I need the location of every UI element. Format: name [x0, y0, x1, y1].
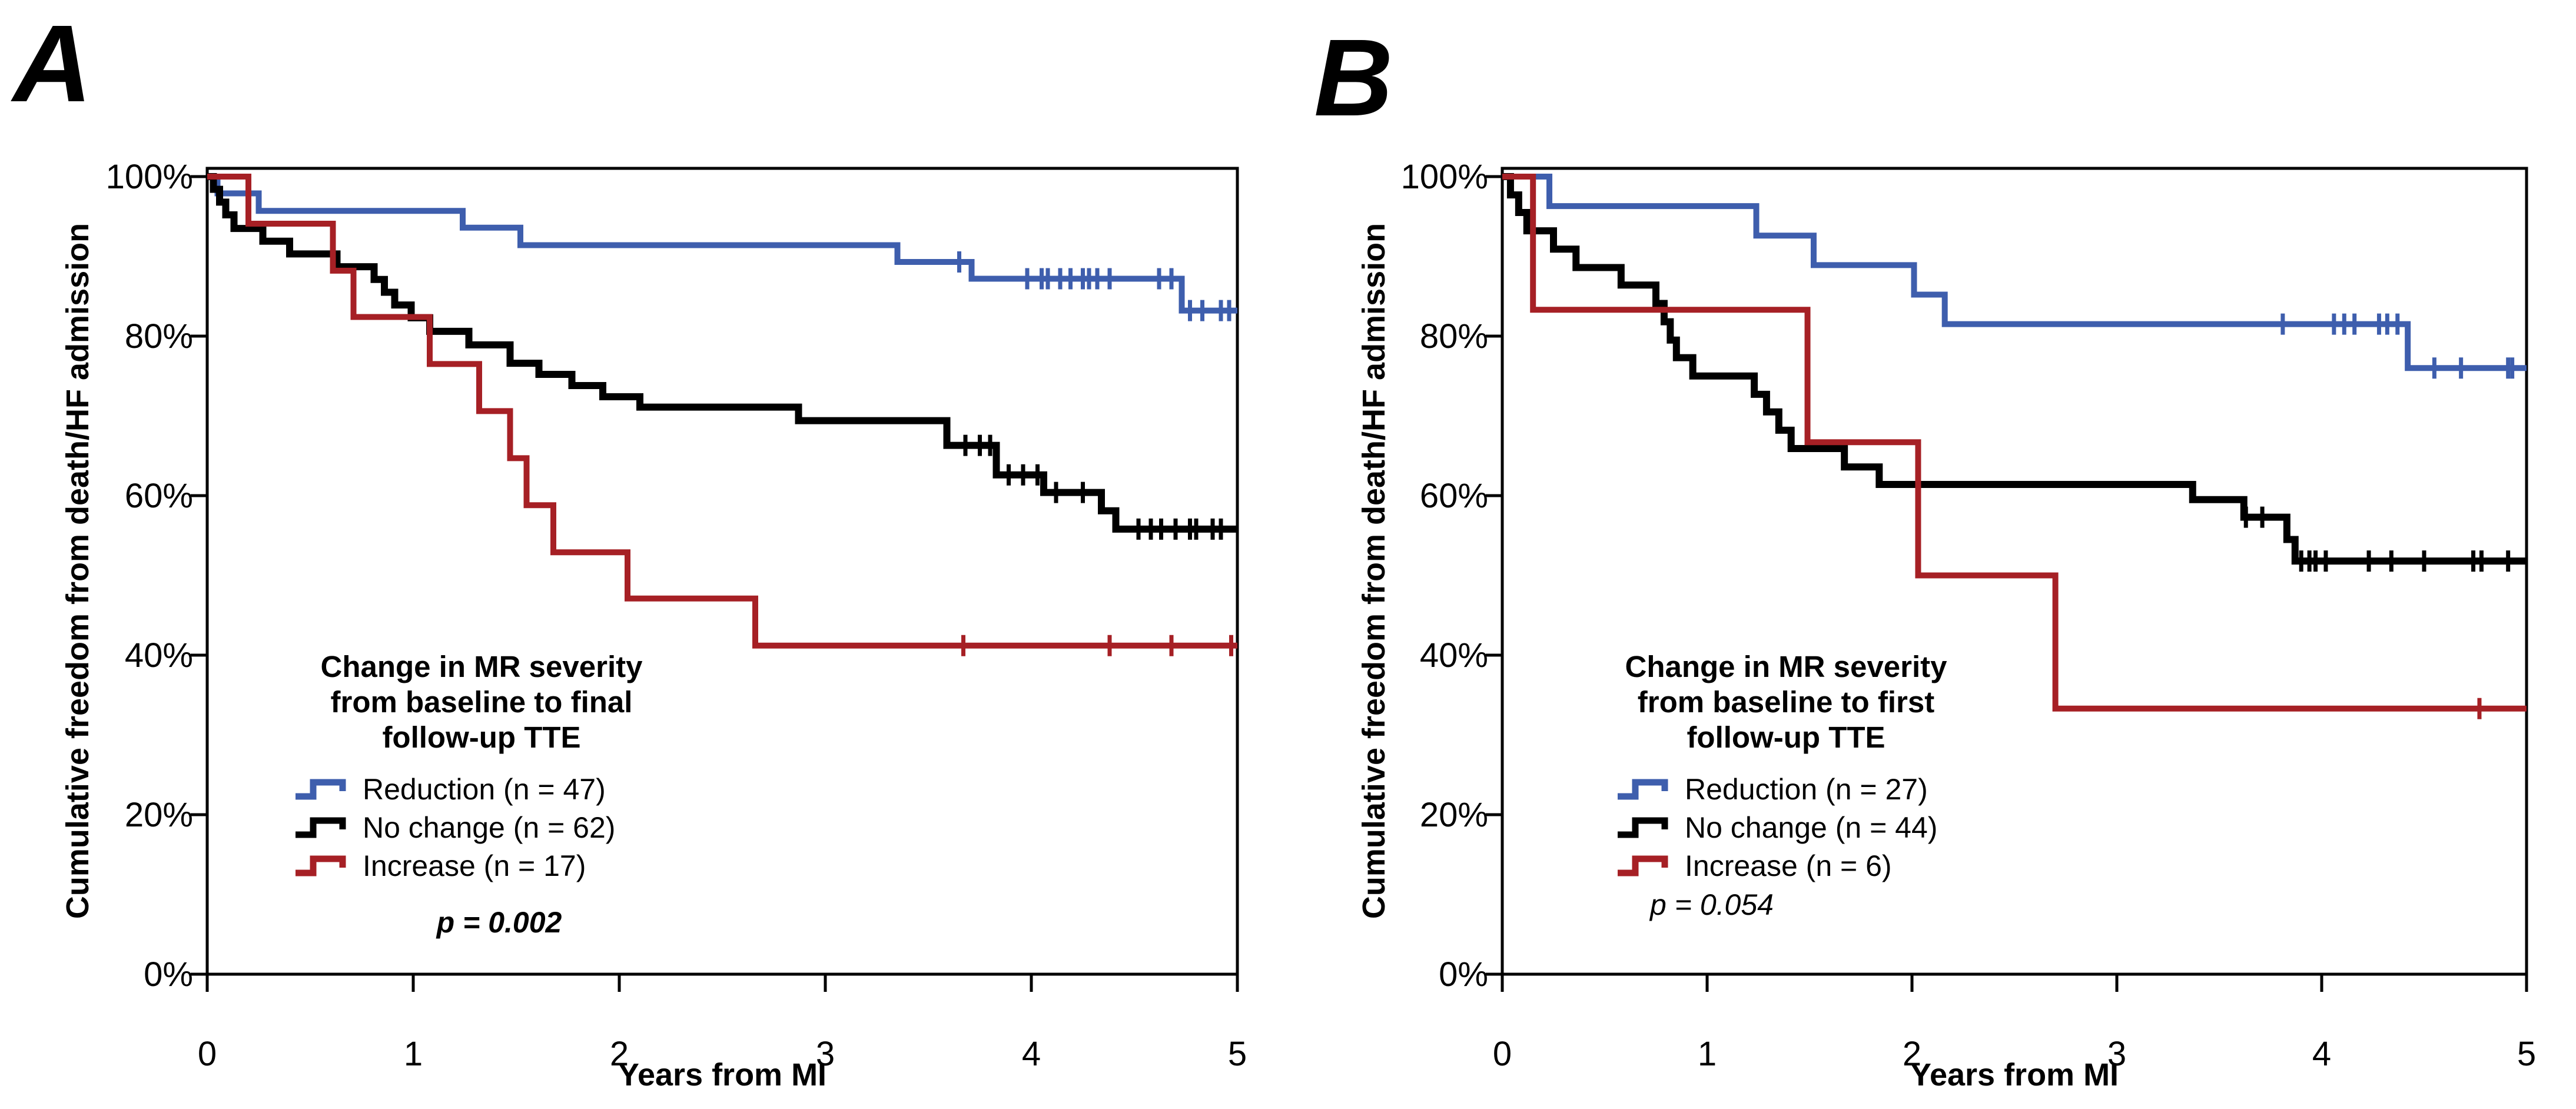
x-tick-label: 3: [816, 1035, 835, 1073]
y-tick-label: 100%: [1401, 158, 1488, 196]
legend-entry-label-increase: Increase (n = 6): [1685, 849, 1892, 882]
legend-swatch-increase: [296, 855, 346, 876]
y-tick-label: 20%: [125, 796, 193, 834]
x-tick-label: 4: [2312, 1035, 2331, 1073]
x-tick-label: 1: [1698, 1035, 1717, 1073]
y-axis-title-a: Cumulative freedom from death/HF admissi…: [60, 223, 95, 919]
km-curve-reduction: [1502, 174, 2527, 371]
legend-swatch-reduction: [296, 779, 346, 800]
y-tick-label: 100%: [106, 158, 193, 196]
plot-frame: [205, 167, 1239, 976]
legend-swatch-reduction: [1618, 779, 1668, 800]
plot-frame: [1501, 167, 2528, 976]
p-value-b: p = 0.054: [1649, 888, 1774, 921]
y-tick-label: 40%: [125, 636, 193, 675]
km-curve-no_change: [1502, 173, 2527, 565]
panel-letter-b: B: [1314, 17, 1393, 139]
legend-entry-label-no_change: No change (n = 62): [363, 811, 615, 844]
legend-swatch-increase: [1618, 855, 1668, 876]
x-tick-label: 1: [404, 1035, 423, 1073]
km-curve-reduction: [207, 174, 1237, 314]
legend-entry-label-increase: Increase (n = 17): [363, 849, 586, 882]
legend-swatch-no_change: [296, 817, 346, 838]
plot-area-a: 100% 80% 60% 40% 20% 0% 0 1 2 3 4 5 Reduction (n = 4…: [106, 158, 1247, 1073]
y-tick-label: 40%: [1420, 636, 1488, 675]
legend-swatch-no_change: [1618, 817, 1668, 838]
y-tick-label: 60%: [1420, 477, 1488, 515]
legend-title-a-line2: from baseline to final: [331, 685, 633, 719]
km-curve-increase: [1502, 174, 2527, 712]
x-tick-label: 5: [2517, 1035, 2536, 1073]
legend-title-b-line2: from baseline to first: [1638, 685, 1934, 719]
legend-entry-label-reduction: Reduction (n = 47): [363, 773, 606, 806]
x-tick-label: 0: [1493, 1035, 1512, 1073]
plot-area-b: 100% 80% 60% 40% 20% 0% 0 1 2 3 4 5 Reduction (n = 2…: [1401, 158, 2536, 1073]
y-tick-label: 80%: [1420, 317, 1488, 356]
x-tick-label: 5: [1228, 1035, 1247, 1073]
legend-title-b-line1: Change in MR severity: [1625, 650, 1948, 683]
panel-b: B Cumulative freedom from death/HF admis…: [1314, 17, 2536, 1093]
y-tick-label: 60%: [125, 477, 193, 515]
x-axis-title-b: Years from MI: [1910, 1057, 2119, 1093]
panel-letter-a: A: [11, 3, 92, 125]
legend-entry-label-reduction: Reduction (n = 27): [1685, 773, 1928, 806]
legend-entry-label-no_change: No change (n = 44): [1685, 811, 1937, 844]
km-curve-no_change: [207, 173, 1237, 533]
x-tick-label: 2: [1903, 1035, 1921, 1073]
km-curve-increase: [207, 174, 1237, 649]
legend-title-a-line1: Change in MR severity: [321, 650, 643, 683]
x-tick-label: 2: [610, 1035, 629, 1073]
x-axis-title-a: Years from MI: [618, 1057, 826, 1093]
y-tick-label: 0%: [144, 955, 193, 994]
y-tick-label: 80%: [125, 317, 193, 356]
legend-title-b-line3: follow-up TTE: [1687, 720, 1885, 754]
p-value-a: p = 0.002: [436, 906, 562, 939]
x-tick-label: 0: [198, 1035, 217, 1073]
y-axis-title-b: Cumulative freedom from death/HF admissi…: [1356, 223, 1392, 919]
legend-title-a-line3: follow-up TTE: [382, 720, 580, 754]
x-tick-label: 4: [1022, 1035, 1041, 1073]
x-tick-label: 3: [2107, 1035, 2126, 1073]
y-tick-label: 0%: [1439, 955, 1488, 994]
y-tick-label: 20%: [1420, 796, 1488, 834]
panel-a: A Cumulative freedom from death/HF admis…: [11, 3, 1247, 1093]
